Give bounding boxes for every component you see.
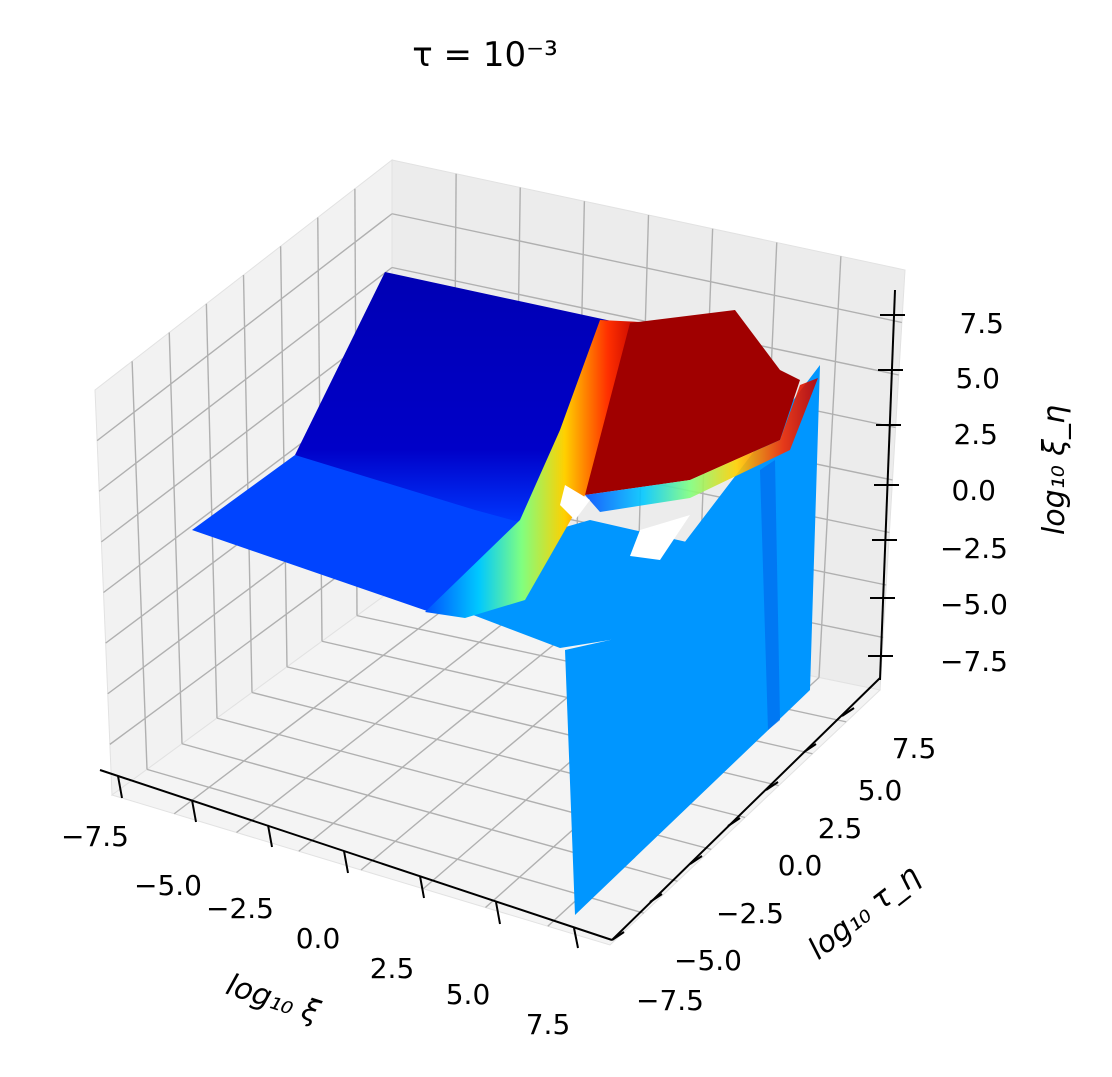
x-tick-mark	[191, 799, 197, 823]
z-tick-label: −7.5	[940, 645, 1008, 678]
surface-wall-shade	[760, 460, 780, 730]
x-tick-label: 0.0	[296, 922, 341, 955]
x-tick-mark	[343, 850, 349, 874]
z-tick-label: −5.0	[940, 588, 1008, 621]
x-tick-mark	[573, 927, 579, 949]
surface-peak-edge	[585, 378, 818, 512]
x-axis-line	[99, 769, 613, 941]
z-tick-label: 5.0	[955, 362, 1000, 395]
surface-transition-band	[425, 320, 640, 618]
grid-line	[818, 256, 842, 678]
z-tick-label: 7.5	[959, 307, 1004, 340]
z-tick-label: 0.0	[951, 474, 996, 507]
x-axis-label: log₁₀ ξ	[222, 967, 324, 1030]
y-tick-mark	[841, 707, 855, 717]
x-tick-mark	[419, 875, 425, 899]
z-axis-label: log₁₀ ξ_η	[1037, 405, 1072, 535]
x-tick-label: 7.5	[526, 1008, 571, 1041]
y-tick-mark	[611, 931, 625, 941]
y-tick-mark	[649, 893, 663, 903]
z-tick-label: 2.5	[953, 418, 998, 451]
z-tick-label: −2.5	[940, 532, 1008, 565]
x-tick-label: −2.5	[206, 892, 274, 925]
x-tick-label: −5.0	[134, 869, 202, 902]
x-tick-mark	[117, 775, 123, 799]
surface-gap	[560, 485, 590, 520]
x-tick-label: 5.0	[446, 978, 491, 1011]
y-tick-label: −7.5	[636, 984, 704, 1017]
z-ticks: 7.5 5.0 2.5 0.0 −2.5 −5.0 −7.5	[868, 307, 1008, 678]
y-tick-mark	[803, 743, 817, 753]
surface	[192, 272, 820, 915]
x-tick-mark	[495, 901, 501, 925]
x-tick-label: −7.5	[61, 820, 129, 853]
x-ticks: −7.5 −5.0 −2.5 0.0 2.5 5.0 7.5	[61, 775, 579, 1041]
y-axis-line	[611, 677, 881, 941]
y-tick-label: 0.0	[778, 849, 823, 882]
y-tick-label: −2.5	[716, 897, 784, 930]
y-ticks: −7.5 −5.0 −2.5 0.0 2.5 5.0 7.5	[611, 707, 937, 1017]
surface-high-xi-peak	[585, 310, 800, 495]
y-tick-label: −5.0	[674, 944, 742, 977]
surface-high-xi-wall	[565, 365, 820, 915]
chart-title: τ = 10⁻³	[412, 35, 557, 75]
x-tick-mark	[267, 824, 273, 848]
y-tick-mark	[727, 817, 741, 827]
y-tick-label: 7.5	[892, 732, 937, 765]
y-tick-mark	[689, 855, 703, 865]
y-tick-mark	[765, 781, 779, 791]
y-tick-label: 2.5	[818, 812, 863, 845]
surface-gap-2	[630, 515, 690, 560]
y-tick-label: 5.0	[858, 774, 903, 807]
x-tick-label: 2.5	[370, 952, 415, 985]
grid-line	[279, 246, 288, 667]
